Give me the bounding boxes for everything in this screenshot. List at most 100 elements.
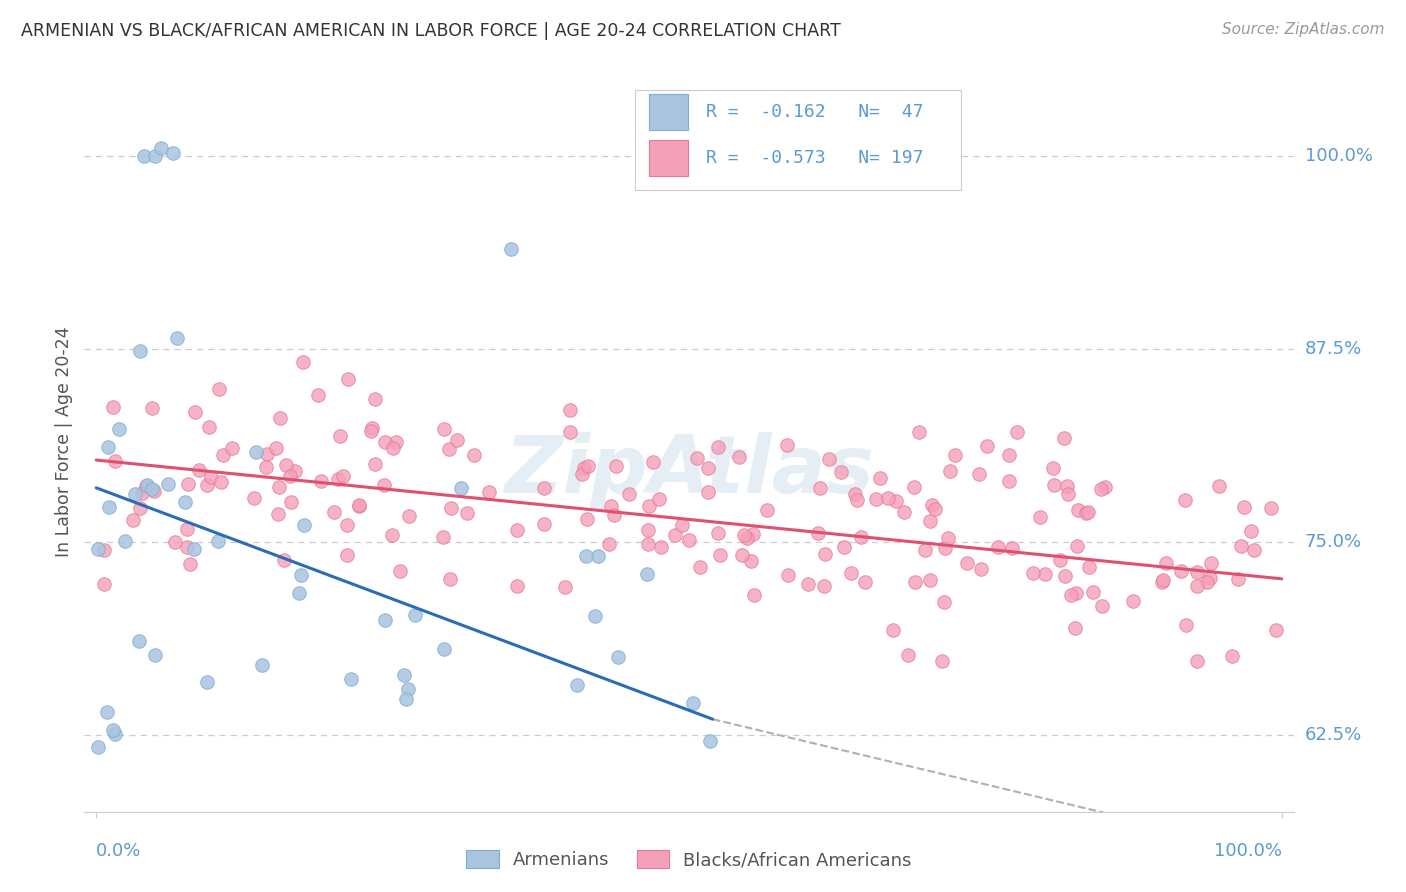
Point <box>1227 572 1250 586</box>
Point <box>104 726 127 740</box>
Point <box>943 448 966 462</box>
Point <box>576 458 599 473</box>
Point <box>307 388 329 402</box>
Point <box>395 691 418 706</box>
Point <box>1064 586 1087 600</box>
Point <box>1091 599 1114 614</box>
Point <box>439 501 461 516</box>
Point <box>689 560 711 574</box>
Point <box>1060 588 1083 602</box>
Point <box>987 540 1010 554</box>
Point <box>1243 543 1265 558</box>
Point <box>392 667 415 681</box>
Point <box>104 453 127 467</box>
Point <box>93 542 115 557</box>
Point <box>336 548 359 562</box>
FancyBboxPatch shape <box>634 90 962 190</box>
Point <box>637 523 659 537</box>
Point <box>143 483 166 498</box>
Text: ZipAtlas: ZipAtlas <box>503 432 875 510</box>
Point <box>740 554 762 568</box>
Point <box>404 608 426 623</box>
Point <box>209 475 232 490</box>
Point <box>398 509 420 524</box>
Point <box>924 502 946 516</box>
Point <box>87 739 110 754</box>
Point <box>243 491 266 506</box>
Point <box>290 568 312 582</box>
Point <box>131 486 153 500</box>
Point <box>93 577 115 591</box>
Point <box>1049 553 1071 567</box>
Point <box>1094 480 1116 494</box>
Point <box>583 609 606 624</box>
Point <box>97 440 120 454</box>
Point <box>336 517 359 532</box>
Point <box>1154 556 1177 570</box>
Point <box>1170 564 1192 578</box>
Point <box>1022 566 1045 580</box>
Point <box>737 532 759 546</box>
Point <box>643 455 665 469</box>
Point <box>936 531 959 545</box>
Point <box>141 401 163 415</box>
Point <box>574 549 596 563</box>
Point <box>648 491 671 506</box>
Point <box>533 481 555 495</box>
Point <box>849 530 872 544</box>
Legend: Armenians, Blacks/African Americans: Armenians, Blacks/African Americans <box>465 850 912 870</box>
Point <box>437 442 460 456</box>
Point <box>114 533 136 548</box>
Point <box>727 450 749 464</box>
Point <box>967 467 990 481</box>
Point <box>340 672 363 686</box>
Point <box>976 439 998 453</box>
Point <box>586 549 609 563</box>
Point <box>336 372 359 386</box>
Point <box>918 573 941 587</box>
Point <box>87 541 110 556</box>
Point <box>533 516 555 531</box>
Point <box>96 706 118 720</box>
Point <box>1230 539 1253 553</box>
Point <box>129 344 152 359</box>
Point <box>921 498 943 512</box>
Point <box>733 528 755 542</box>
Point <box>221 441 243 455</box>
Point <box>200 469 222 483</box>
Point <box>742 588 765 602</box>
Point <box>176 540 198 554</box>
Point <box>389 564 412 578</box>
Point <box>124 487 146 501</box>
Point <box>450 481 472 495</box>
Point <box>267 480 290 494</box>
Point <box>709 548 731 562</box>
Y-axis label: In Labor Force | Age 20-24: In Labor Force | Age 20-24 <box>55 326 73 557</box>
Point <box>707 441 730 455</box>
Point <box>664 528 686 542</box>
Point <box>150 141 173 155</box>
Point <box>280 495 302 509</box>
Point <box>132 149 155 163</box>
Point <box>374 613 396 627</box>
Point <box>432 530 454 544</box>
Point <box>1066 539 1088 553</box>
Point <box>554 580 576 594</box>
Point <box>360 424 382 438</box>
Point <box>384 435 406 450</box>
Point <box>373 477 395 491</box>
Point <box>699 733 721 747</box>
Point <box>264 441 287 455</box>
Point <box>814 547 837 561</box>
Point <box>128 633 150 648</box>
Point <box>956 557 979 571</box>
Point <box>893 505 915 519</box>
Point <box>914 543 936 558</box>
Point <box>1220 649 1243 664</box>
Point <box>179 557 201 571</box>
Point <box>853 574 876 589</box>
Point <box>1187 565 1209 579</box>
Point <box>1233 500 1256 514</box>
Point <box>607 650 630 665</box>
Point <box>288 586 311 600</box>
